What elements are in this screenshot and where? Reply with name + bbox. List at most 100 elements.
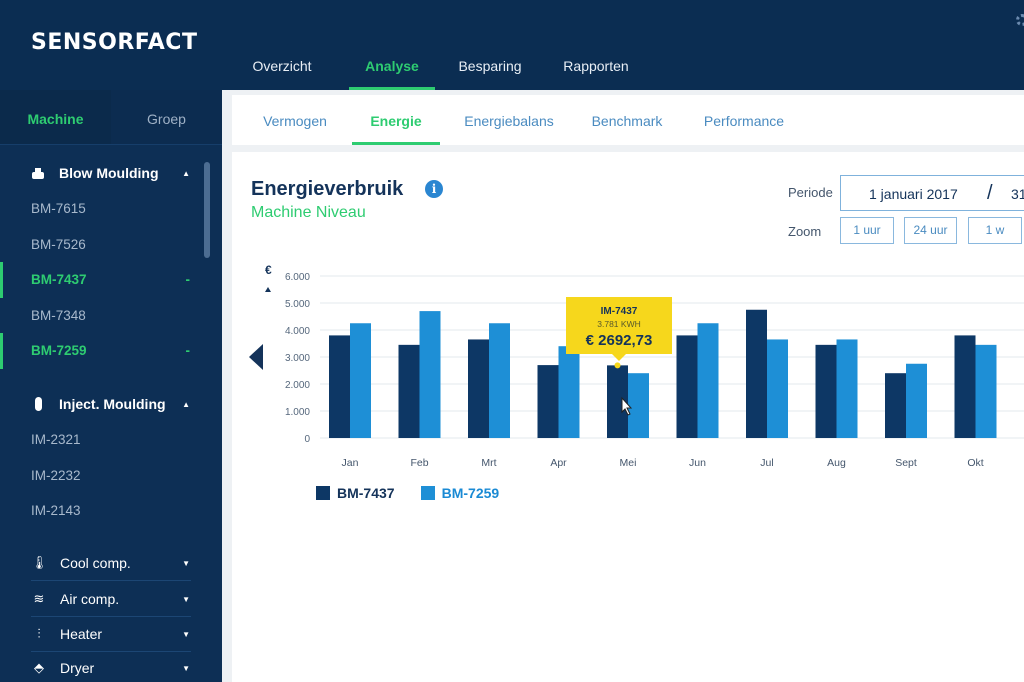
bar-bm-7259-jan[interactable] <box>350 323 371 438</box>
sidebar-item-bm-7437[interactable]: BM-7437 - <box>0 262 222 298</box>
chevron-up-icon[interactable]: ▲ <box>182 169 190 178</box>
periode-separator: / <box>987 182 993 204</box>
sidebar-item-bm-7348[interactable]: BM-7348 <box>0 298 222 334</box>
zoom-1-week-button[interactable]: 1 w <box>968 217 1022 244</box>
nav-besparing[interactable]: Besparing <box>458 58 522 74</box>
tab-vermogen[interactable]: Vermogen <box>263 113 327 129</box>
category-label: Heater <box>60 626 103 642</box>
sidebar-item-bm-7526[interactable]: BM-7526 <box>0 227 222 263</box>
sidebar-category-cool-comp[interactable]: 🌡 Cool comp. ▼ <box>0 545 222 581</box>
bar-bm-7437-sept[interactable] <box>885 373 906 438</box>
bar-bm-7259-jul[interactable] <box>767 339 788 438</box>
chart-tooltip: IM-7437 3.781 KWH € 2692,73 <box>566 297 672 361</box>
analysis-tabs: Vermogen Energie Energiebalans Benchmark… <box>232 95 1024 145</box>
group-header-inject-moulding[interactable]: Inject. Moulding ▲ <box>0 386 222 422</box>
group-label: Blow Moulding <box>59 165 159 181</box>
sidebar-item-bm-7259[interactable]: BM-7259 - <box>0 333 222 369</box>
y-tick-label: 1.000 <box>285 407 310 418</box>
zoom-1-uur-button[interactable]: 1 uur <box>840 217 894 244</box>
sidebar-category-air-comp[interactable]: ≋ Air comp. ▼ <box>0 581 222 617</box>
sidebar-item-im-2321[interactable]: IM-2321 <box>0 422 222 458</box>
x-tick-label: Jan <box>342 457 359 469</box>
machine-icon <box>32 168 44 179</box>
group-inject-moulding: Inject. Moulding ▲ IM-2321 IM-2232 IM-21… <box>0 386 222 529</box>
sidebar-tab-groep[interactable]: Groep <box>147 111 186 127</box>
chart-legend: BM-7437 BM-7259 <box>316 485 499 501</box>
main-nav: Overzicht Analyse Besparing Rapporten <box>222 0 633 90</box>
tab-energie[interactable]: Energie <box>352 95 440 145</box>
bar-bm-7259-sept[interactable] <box>906 363 927 438</box>
item-label: BM-7259 <box>31 343 87 359</box>
bar-bm-7259-mei[interactable] <box>628 373 649 438</box>
deselect-dash[interactable]: - <box>185 272 191 288</box>
y-tick-label: 3.000 <box>285 353 310 364</box>
bar-bm-7437-mrt[interactable] <box>468 339 489 438</box>
periode-picker[interactable]: 1 januari 2017 / 31 <box>840 175 1024 211</box>
group-header-blow-moulding[interactable]: Blow Moulding ▲ <box>0 155 222 191</box>
chevron-down-icon[interactable]: ▼ <box>182 558 190 568</box>
bar-bm-7259-jun[interactable] <box>697 323 719 438</box>
sidebar-category-dryer[interactable]: ⬘ Dryer ▼ <box>0 650 222 682</box>
bar-bm-7259-mrt[interactable] <box>489 323 510 438</box>
zoom-24-uur-button[interactable]: 24 uur <box>904 217 957 244</box>
tooltip-value: € 2692,73 <box>585 332 653 349</box>
bar-bm-7437-jun[interactable] <box>676 335 698 438</box>
chevron-down-icon[interactable]: ▼ <box>182 594 190 604</box>
logo[interactable]: SENSORFACT <box>31 30 198 55</box>
bar-bm-7437-apr[interactable] <box>537 365 559 438</box>
periode-end[interactable]: 31 <box>1011 186 1024 202</box>
top-header: SENSORFACT Overzicht Analyse Besparing R… <box>0 0 1024 90</box>
info-icon[interactable]: i <box>425 180 443 198</box>
periode-start[interactable]: 1 januari 2017 <box>869 186 958 202</box>
sidebar-item-im-2143[interactable]: IM-2143 <box>0 493 222 529</box>
sidebar-scrollbar[interactable] <box>204 162 210 258</box>
group-label: Inject. Moulding <box>59 396 166 412</box>
y-axis-label: € <box>265 263 272 277</box>
chevron-up-icon[interactable]: ▲ <box>182 400 190 409</box>
item-label: BM-7615 <box>31 201 86 217</box>
chevron-down-icon[interactable]: ▼ <box>182 629 190 639</box>
chevron-down-icon[interactable]: ▼ <box>182 663 190 673</box>
nav-analyse[interactable]: Analyse <box>349 0 435 90</box>
sidebar-item-im-2232[interactable]: IM-2232 <box>0 458 222 494</box>
mouse-cursor-icon <box>621 396 633 416</box>
capsule-icon <box>35 397 42 411</box>
sidebar-item-bm-7615[interactable]: BM-7615 <box>0 191 222 227</box>
nav-rapporten[interactable]: Rapporten <box>563 58 629 74</box>
gear-icon[interactable] <box>1016 14 1024 26</box>
bar-bm-7437-aug[interactable] <box>815 344 837 438</box>
x-tick-label: Mrt <box>481 457 496 469</box>
tab-performance[interactable]: Performance <box>703 113 785 129</box>
bar-bm-7437-jul[interactable] <box>746 309 767 438</box>
bar-bm-7437-feb[interactable] <box>398 344 420 438</box>
bar-bm-7437-okt[interactable] <box>954 335 976 438</box>
zoom-label: Zoom <box>788 224 822 239</box>
y-tick-label: 5.000 <box>285 299 310 310</box>
deselect-dash[interactable]: - <box>185 343 191 359</box>
tab-energiebalans[interactable]: Energiebalans <box>464 113 554 129</box>
x-tick-label: Okt <box>967 457 983 469</box>
bar-bm-7259-aug[interactable] <box>836 339 858 438</box>
previous-arrow-icon[interactable] <box>249 344 263 370</box>
bar-bm-7437-mei[interactable] <box>607 365 628 438</box>
bar-bm-7259-feb[interactable] <box>419 311 441 438</box>
tab-benchmark[interactable]: Benchmark <box>591 113 663 129</box>
sidebar-tab-machine[interactable]: Machine <box>0 90 111 144</box>
dryer-icon: ⬘ <box>34 660 44 675</box>
bar-bm-7437-jan[interactable] <box>329 335 350 438</box>
item-label: BM-7437 <box>31 272 87 288</box>
y-tick-label: 0 <box>304 434 310 445</box>
legend-label-bm-7437[interactable]: BM-7437 <box>337 485 395 501</box>
legend-swatch-bm-7259 <box>420 486 435 500</box>
card-title: Energieverbruik <box>251 178 404 200</box>
category-label: Cool comp. <box>60 555 131 571</box>
legend-label-bm-7259[interactable]: BM-7259 <box>441 485 500 501</box>
bar-bm-7259-okt[interactable] <box>975 344 997 438</box>
sidebar-category-heater[interactable]: ⫶ Heater ▼ <box>0 616 222 652</box>
bar-bm-7259-apr[interactable] <box>558 346 580 438</box>
nav-overzicht[interactable]: Overzicht <box>252 58 312 74</box>
group-blow-moulding: Blow Moulding ▲ BM-7615 BM-7526 BM-7437 -… <box>0 155 222 369</box>
divider <box>31 616 191 617</box>
divider <box>31 580 191 581</box>
wind-icon: ≋ <box>33 591 45 606</box>
